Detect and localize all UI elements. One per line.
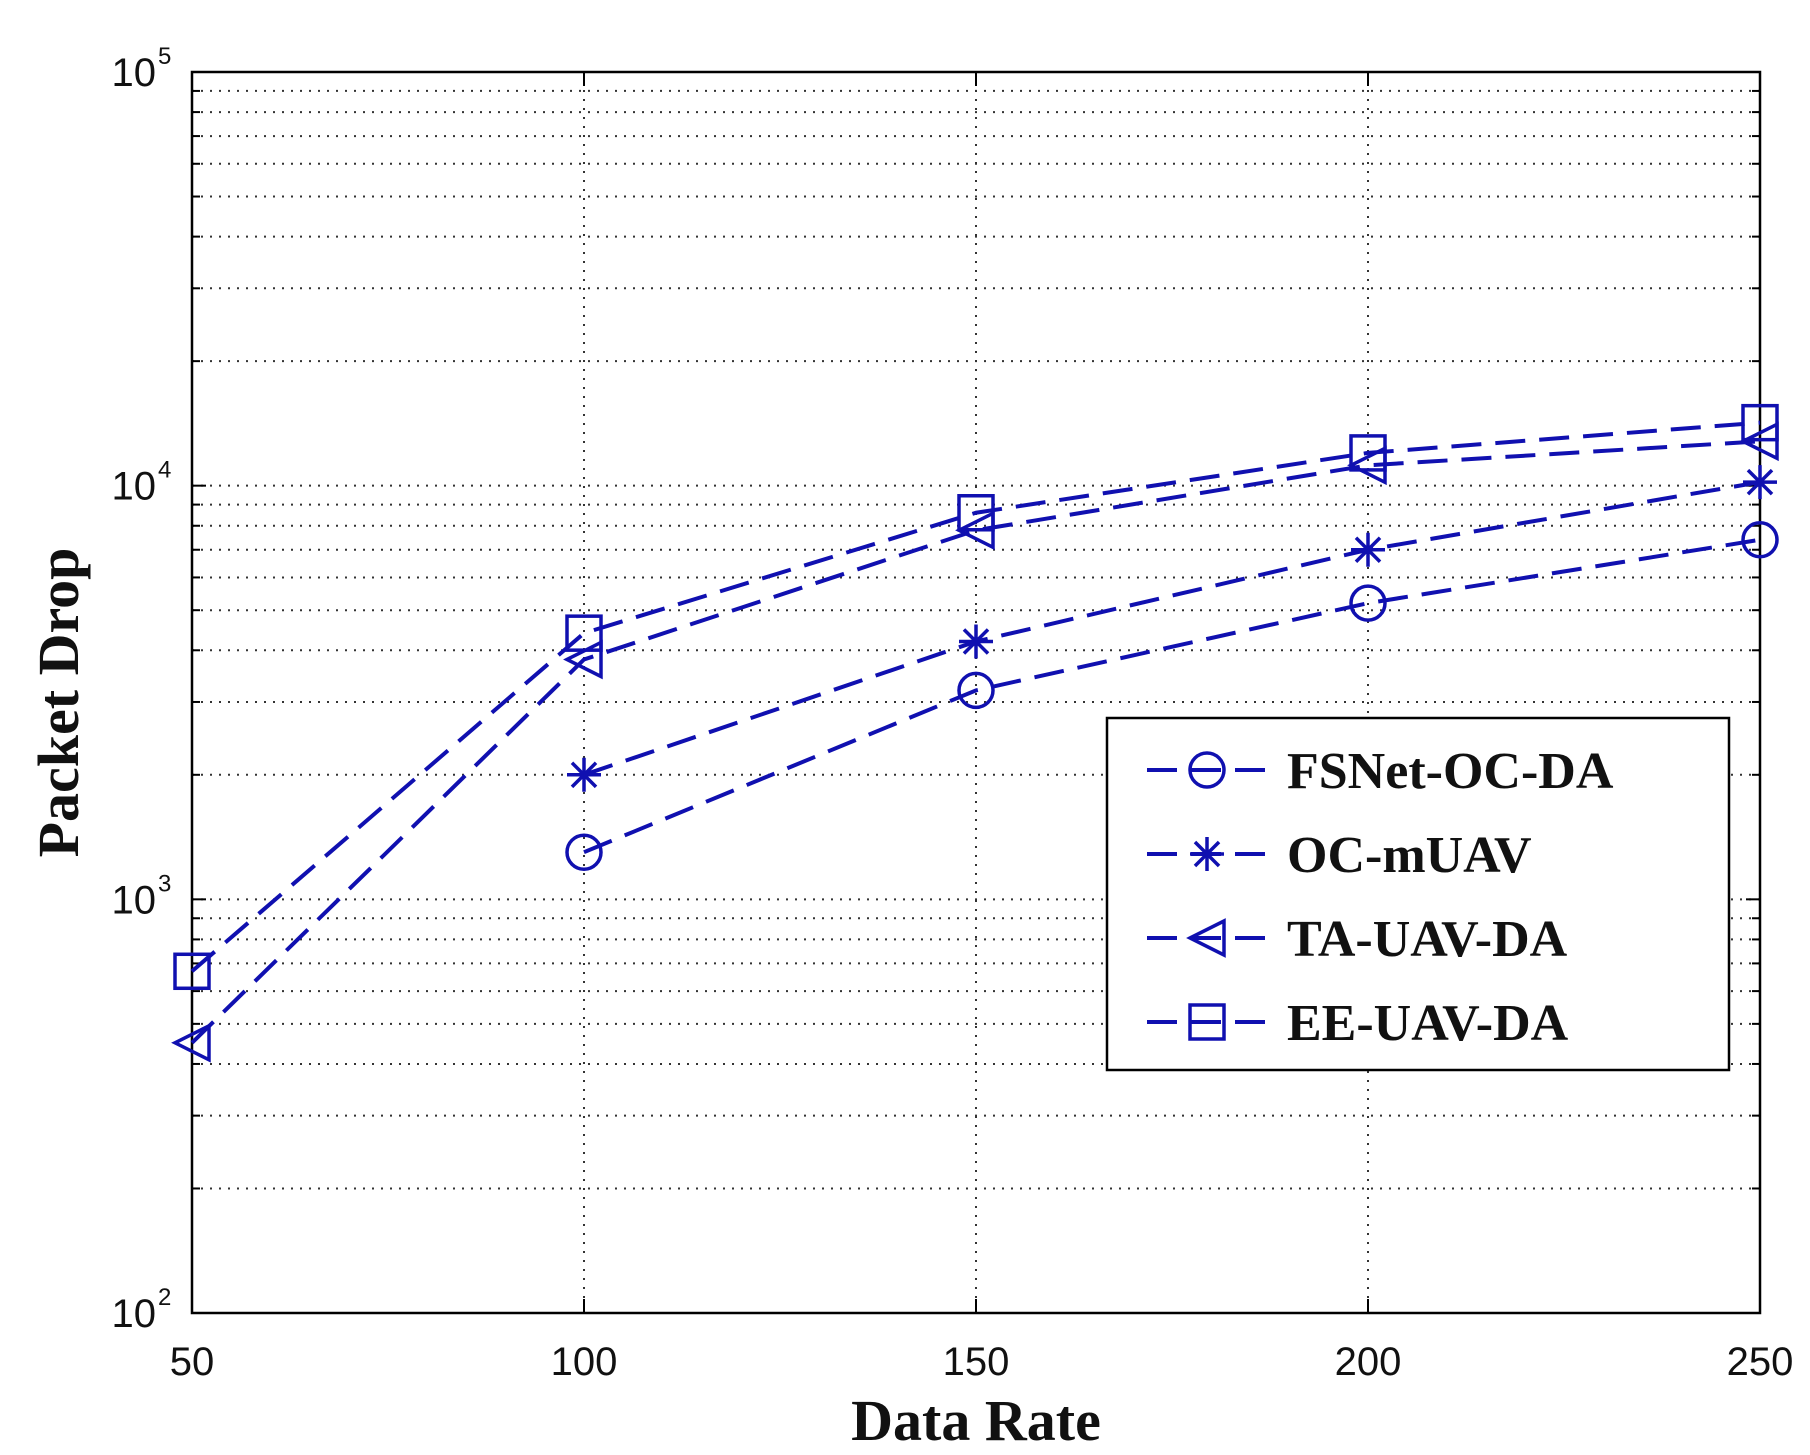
data-point-ta-uav-da bbox=[171, 1022, 211, 1063]
legend-item-oc-muav: OC-mUAV bbox=[1147, 827, 1532, 884]
legend-item-ee-uav-da: EE-UAV-DA bbox=[1147, 995, 1569, 1052]
data-point-ee-uav-da bbox=[565, 614, 603, 652]
series-line-ta-uav-da bbox=[190, 439, 1761, 1045]
data-point-fsnet-oc-da bbox=[1349, 584, 1387, 622]
data-series bbox=[171, 403, 1779, 1063]
legend-marker bbox=[1188, 1003, 1226, 1041]
x-tick-label: 150 bbox=[943, 1340, 1010, 1384]
y-tick-exponent: 3 bbox=[158, 870, 171, 897]
data-point-ee-uav-da bbox=[957, 494, 995, 532]
data-point-oc-muav bbox=[1743, 465, 1777, 500]
legend-box bbox=[1105, 716, 1731, 1072]
legend-marker bbox=[1186, 918, 1226, 958]
series-line-ee-uav-da bbox=[190, 420, 1761, 973]
y-tick-exponent: 4 bbox=[158, 457, 171, 484]
x-tick-label: 200 bbox=[1335, 1340, 1402, 1384]
data-point-oc-muav bbox=[1351, 532, 1385, 567]
legend: FSNet-OC-DA OC-mUAV TA-UAV-DA EE-UAV-DA bbox=[1105, 716, 1731, 1072]
x-tick-label: 50 bbox=[170, 1340, 215, 1384]
data-point-oc-muav bbox=[959, 624, 993, 659]
data-point-fsnet-oc-da bbox=[1741, 521, 1779, 559]
legend-marker bbox=[1190, 837, 1224, 871]
data-point-ee-uav-da bbox=[1741, 403, 1779, 442]
y-tick-exponent: 5 bbox=[158, 43, 171, 70]
y-tick-exponent: 2 bbox=[158, 1284, 171, 1311]
y-tick-label: 10 bbox=[112, 465, 157, 509]
series-fsnet-oc-da bbox=[565, 521, 1779, 871]
data-point-fsnet-oc-da bbox=[957, 671, 995, 710]
x-tick-label: 100 bbox=[551, 1340, 618, 1384]
y-axis-title: Packet Drop bbox=[26, 548, 91, 858]
legend-label: OC-mUAV bbox=[1287, 827, 1532, 884]
series-oc-muav bbox=[567, 465, 1777, 792]
data-point-oc-muav bbox=[567, 757, 601, 792]
legend-item-fsnet-oc-da: FSNet-OC-DA bbox=[1147, 743, 1614, 800]
legend-label: FSNet-OC-DA bbox=[1287, 743, 1614, 800]
grid-lines bbox=[192, 72, 1760, 1313]
x-tick-label: 250 bbox=[1727, 1340, 1794, 1384]
series-ee-uav-da bbox=[173, 403, 1779, 991]
y-tick-label: 10 bbox=[112, 51, 157, 95]
series-line-oc-muav bbox=[583, 480, 1761, 777]
legend-item-ta-uav-da: TA-UAV-DA bbox=[1147, 911, 1568, 968]
data-point-ee-uav-da bbox=[173, 952, 211, 991]
series-line-fsnet-oc-da bbox=[583, 537, 1761, 855]
axis-ticks bbox=[191, 72, 1761, 1314]
data-point-ee-uav-da bbox=[1349, 434, 1387, 472]
data-point-fsnet-oc-da bbox=[565, 833, 603, 871]
x-axis-title: Data Rate bbox=[851, 1388, 1101, 1453]
y-tick-label: 10 bbox=[112, 1292, 157, 1336]
legend-label: EE-UAV-DA bbox=[1287, 995, 1569, 1052]
legend-label: TA-UAV-DA bbox=[1287, 911, 1568, 968]
y-tick-label: 10 bbox=[112, 878, 157, 922]
legend-marker bbox=[1188, 751, 1226, 789]
